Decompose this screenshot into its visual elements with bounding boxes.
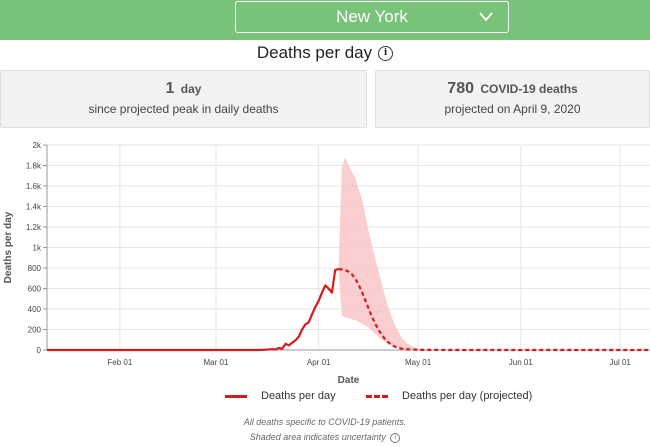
stat-deaths-subtitle: projected on April 9, 2020 xyxy=(444,102,581,116)
y-axis-label: Deaths per day xyxy=(3,211,14,283)
footnote-1: All deaths specific to COVID-19 patients… xyxy=(243,417,407,427)
legend-label-actual: Deaths per day xyxy=(261,390,336,402)
deaths-chart: 0 200 400 600 800 1k 1.2k 1.4k 1.6k 1.8k 2k Feb 01 M… xyxy=(3,141,650,386)
legend-item-projected[interactable]: Deaths per day (projected) xyxy=(366,390,532,402)
uncertainty-info-icon[interactable]: i xyxy=(390,432,401,443)
footnote-2-text: Shaded area indicates uncertainty xyxy=(249,432,386,442)
stat-box-deaths: 780 COVID-19 deaths projected on April 9… xyxy=(375,70,650,128)
info-icon[interactable]: i xyxy=(378,45,394,61)
stat-deaths-main: 780 COVID-19 deaths xyxy=(376,80,649,98)
stat-peak-number: 1 xyxy=(165,80,175,97)
footnote-2: Shaded area indicates uncertainty i xyxy=(0,432,650,443)
x-tick-label: Jul 01 xyxy=(610,358,632,367)
y-tick-label: 400 xyxy=(28,305,42,314)
y-tick-label: 1.2k xyxy=(26,223,42,232)
legend-label-projected: Deaths per day (projected) xyxy=(402,390,533,402)
series-line-actual xyxy=(47,267,339,352)
stat-peak-unit: day xyxy=(180,82,202,96)
x-axis-label: Date xyxy=(338,375,360,386)
series-line-projected xyxy=(338,267,650,352)
legend-solid-line xyxy=(225,394,247,398)
y-tick-label: 1.8k xyxy=(26,162,42,171)
x-tick-label: Mar 01 xyxy=(204,358,229,367)
stat-box-peak: 1 day since projected peak in daily deat… xyxy=(0,70,367,128)
top-bar: New York xyxy=(0,0,650,40)
x-tick-label: Apr 01 xyxy=(307,358,331,367)
y-tick-label: 2k xyxy=(33,141,42,150)
legend-item-actual[interactable]: Deaths per day xyxy=(225,390,336,402)
y-tick-label: 1k xyxy=(33,244,42,253)
chart-title-row: Deaths per day i xyxy=(0,41,650,65)
x-tick-label: Jun 01 xyxy=(509,358,534,367)
stat-peak-main: 1 day xyxy=(1,80,366,98)
x-tick-label: May 01 xyxy=(405,358,432,367)
chart-title: Deaths per day xyxy=(256,43,373,62)
state-selector[interactable]: New York xyxy=(235,1,509,33)
stat-deaths-number: 780 xyxy=(447,80,474,97)
y-tick-label: 1.4k xyxy=(26,203,42,212)
y-tick-label: 0 xyxy=(37,346,42,355)
y-tick-label: 800 xyxy=(28,264,42,273)
chart-legend: Deaths per day Deaths per day (projected… xyxy=(0,390,650,408)
state-selector-label: New York xyxy=(336,7,408,26)
stat-peak-subtitle: since projected peak in daily deaths xyxy=(88,102,279,116)
y-tick-label: 200 xyxy=(28,326,42,335)
x-tick-label: Feb 01 xyxy=(107,358,132,367)
stat-deaths-unit: COVID-19 deaths xyxy=(480,82,578,96)
chevron-down-icon xyxy=(478,8,494,29)
legend-dashed-line xyxy=(366,394,388,398)
y-tick-label: 1.6k xyxy=(26,182,42,191)
y-tick-label: 600 xyxy=(28,285,42,294)
